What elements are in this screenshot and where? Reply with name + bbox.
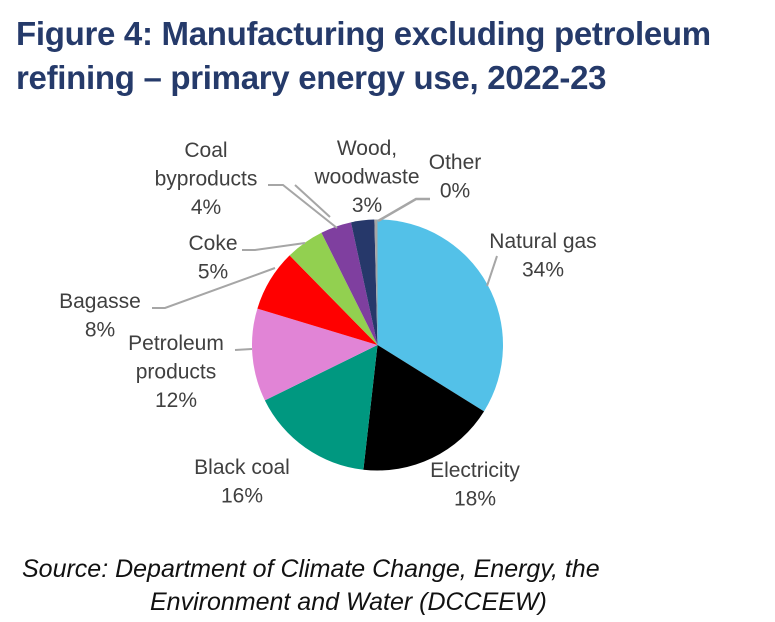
leader-line-natural-gas [486, 255, 498, 287]
data-label-line: Petroleum [128, 332, 224, 355]
pie-slice-bagasse [257, 255, 378, 345]
leader-line-coal-byproducts [268, 184, 338, 229]
data-label-petroleum-products: Petroleum products 12% [128, 332, 224, 412]
data-label-line: Other [429, 151, 482, 174]
data-label-coal-byproducts: Coal byproducts 4% [155, 139, 258, 219]
pie-slice-natural-gas [377, 219, 504, 412]
leader-line-other [377, 197, 430, 223]
data-label-line: 34% [522, 259, 564, 282]
leader-line-bagasse [152, 267, 276, 309]
data-label-line: 4% [191, 196, 221, 219]
data-label-black-coal: Black coal 16% [194, 456, 290, 508]
leader-line-wood-woodwaste [294, 184, 331, 218]
data-label-line: 0% [440, 180, 470, 203]
data-label-line: products [136, 361, 217, 384]
pie-slice-coal-byproducts [321, 222, 378, 345]
pie-slice-electricity [363, 345, 485, 471]
data-label-other: Other 0% [429, 151, 482, 203]
data-label-line: Electricity [430, 459, 520, 482]
source-line-1: Source: Department of Climate Change, En… [22, 555, 600, 583]
data-label-line: Coke [188, 232, 237, 255]
data-label-line: 8% [85, 319, 115, 342]
data-label-electricity: Electricity 18% [430, 459, 520, 511]
pie-slice-black-coal [264, 345, 378, 470]
data-labels: Natural gas 34% Electricity 18% Black coal 16… [59, 137, 597, 511]
chart-title: Figure 4: Manufacturing excluding petrol… [16, 12, 775, 100]
data-label-line: 12% [155, 389, 197, 412]
pie-slice-petroleum-products [252, 308, 378, 401]
data-label-line: woodwaste [313, 166, 419, 189]
leader-lines [152, 184, 498, 351]
pie-slices [252, 219, 504, 471]
leader-line-petroleum-products [234, 348, 253, 351]
chart-title-line-1: Figure 4: Manufacturing excluding petrol… [16, 15, 711, 52]
data-label-line: Natural gas [489, 230, 596, 253]
data-label-line: 5% [198, 261, 228, 284]
data-label-line: Bagasse [59, 290, 141, 313]
data-label-natural-gas: Natural gas 34% [489, 230, 596, 282]
data-label-line: Coal [184, 139, 227, 162]
data-label-line: Wood, [337, 137, 397, 160]
data-label-line: 3% [352, 194, 382, 217]
data-label-coke: Coke 5% [188, 232, 237, 284]
pie-slice-coke [289, 232, 378, 345]
data-label-line: byproducts [155, 168, 258, 191]
data-label-line: Black coal [194, 456, 290, 479]
data-label-wood-woodwaste: Wood, woodwaste 3% [313, 137, 419, 217]
data-label-bagasse: Bagasse 8% [59, 290, 141, 342]
pie-slice-wood-woodwaste [350, 219, 378, 345]
chart-title-line-2: refining – primary energy use, 2022-23 [16, 59, 607, 96]
source-line-2: Environment and Water (DCCEEW) [150, 588, 547, 616]
data-label-line: 18% [454, 488, 496, 511]
data-label-line: 16% [221, 485, 263, 508]
leader-line-coke [242, 242, 306, 251]
pie-slice-other [374, 219, 378, 345]
